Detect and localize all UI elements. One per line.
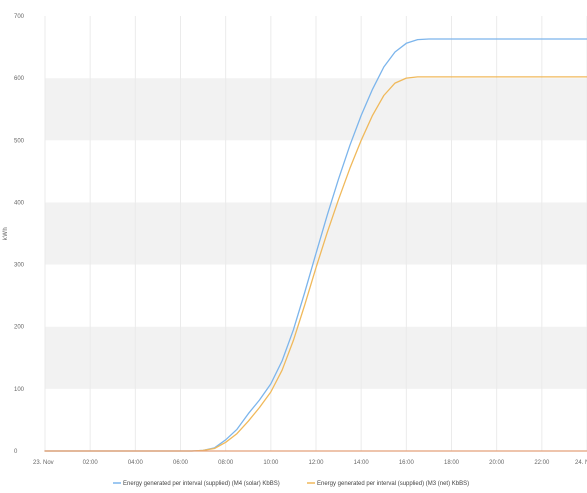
vertical-gridlines — [44, 16, 587, 451]
y-tick-label: 0 — [14, 449, 18, 455]
y-axis-tick-labels: 0 100 200 300 400 500 600 700 — [14, 14, 25, 455]
x-tick-label: 23. Nov — [33, 460, 54, 466]
x-tick-label: 22:00 — [534, 460, 550, 466]
x-tick-label: 02:00 — [83, 460, 99, 466]
y-axis-title: kWh — [3, 227, 9, 241]
y-tick-label: 100 — [14, 387, 25, 393]
legend[interactable]: Energy generated per interval (supplied)… — [113, 481, 469, 487]
x-tick-label: 14:00 — [354, 460, 370, 466]
x-axis-tick-labels: 23. Nov 02:00 04:00 06:00 08:00 10:00 12:00 14:… — [33, 460, 587, 466]
legend-item-0[interactable]: Energy generated per interval (supplied)… — [113, 481, 280, 487]
x-tick-label: 18:00 — [444, 460, 460, 466]
legend-label: Energy generated per interval (supplied)… — [123, 481, 280, 487]
x-tick-label: 06:00 — [173, 460, 189, 466]
y-tick-label: 200 — [14, 325, 25, 331]
legend-item-1[interactable]: Energy generated per interval (supplied)… — [307, 481, 469, 487]
x-tick-label: 04:00 — [128, 460, 144, 466]
x-tick-label: 12:00 — [308, 460, 324, 466]
x-tick-label: 20:00 — [489, 460, 505, 466]
y-tick-label: 400 — [14, 200, 25, 206]
x-tick-label: 16:00 — [399, 460, 415, 466]
y-tick-label: 600 — [14, 76, 25, 82]
x-tick-label: 24. Nov — [575, 460, 587, 466]
x-tick-label: 10:00 — [263, 460, 279, 466]
series-line-1 — [44, 76, 587, 452]
y-tick-label: 500 — [14, 138, 25, 144]
series-line-0 — [44, 38, 587, 452]
series-lines — [44, 38, 587, 452]
y-tick-label: 300 — [14, 263, 25, 269]
legend-label: Energy generated per interval (supplied)… — [317, 481, 469, 487]
x-tick-label: 08:00 — [218, 460, 234, 466]
y-tick-label: 700 — [14, 14, 25, 20]
